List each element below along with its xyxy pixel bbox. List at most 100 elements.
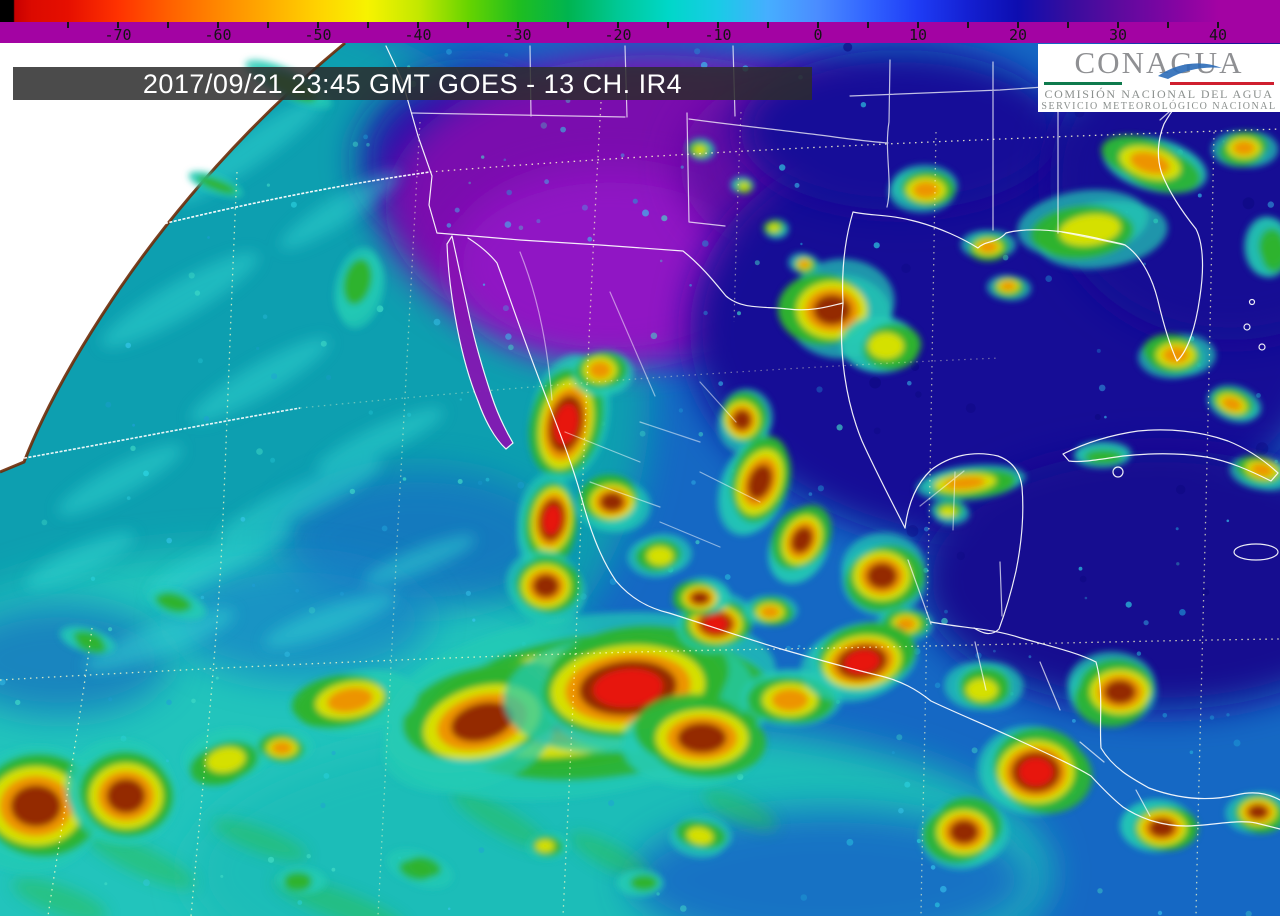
cloud-cluster-sierra-oriental-mid: [717, 436, 791, 536]
cloud-cluster-pacific-south-storm: [920, 797, 1009, 870]
cloud-cluster-itcz-west-arm: [291, 670, 418, 734]
colorbar-tick-label: 40: [1208, 26, 1228, 44]
cloud-cluster-guatemala-complex: [800, 621, 917, 702]
colorbar-tick: [1167, 22, 1169, 28]
cloud-cluster-tabasco-storm: [841, 532, 926, 617]
temperature-colorbar: [0, 0, 1280, 22]
flag-green-segment: [1044, 82, 1123, 85]
cloud-cluster-atlantic-edge-patch: [1244, 216, 1280, 278]
colorbar-tick-label: -10: [704, 26, 732, 44]
cloud-cluster-south-sprinkle-3: [669, 815, 732, 858]
colorbar-tick: [617, 22, 619, 28]
cloud-cluster-sierra-occidental-south: [506, 550, 586, 625]
cloud-cluster-frontal-cell-2: [730, 176, 755, 194]
cloud-cluster-south-sprinkle-4: [615, 870, 664, 897]
colorbar-tick: [717, 22, 719, 28]
cloud-cluster-yucatan-band: [916, 464, 1026, 501]
cloud-cluster-south-sprinkle-5: [276, 866, 328, 895]
gulf-campeche-coast: [840, 302, 906, 529]
colorbar-tick-label: -40: [404, 26, 432, 44]
north-america-coastline: [385, 45, 1204, 362]
cloud-cluster-frontal-cell-4: [788, 252, 820, 275]
colorbar-tick: [267, 22, 269, 28]
graticule-lines: [0, 101, 1280, 916]
colorbar-tick-label: -20: [604, 26, 632, 44]
space-white-corner: [0, 43, 345, 472]
cloud-cluster-durango-cell: [572, 350, 634, 397]
cloud-cluster-louisiana-coast-cell: [960, 230, 1017, 262]
colorbar-tick-label: -60: [204, 26, 232, 44]
colorbar-tick: [467, 22, 469, 28]
bahamas-island-2: [1258, 343, 1266, 351]
colorbar-tick-label: 30: [1108, 26, 1128, 44]
satellite-map: [0, 43, 1280, 916]
cloud-cluster-yucatan-cell-south: [930, 498, 970, 525]
cloud-cluster-sw-cluster-b: [65, 739, 178, 846]
colorbar-tick: [317, 22, 319, 28]
cloud-cluster-central-mexico-cell: [576, 474, 651, 533]
colorbar-tick: [67, 22, 69, 28]
colorbar-tick: [217, 22, 219, 28]
cuba-coastline: [1062, 429, 1279, 482]
image-title: 2017/09/21 23:45 GMT GOES - 13 CH. IR4: [142, 68, 683, 99]
logo-subtitle-1: COMISIÓN NACIONAL DEL AGUA: [1044, 87, 1274, 101]
colorbar-tick: [767, 22, 769, 28]
cloud-cluster-georgia-mass: [1017, 189, 1168, 269]
cloud-cluster-south-sprinkle-2: [527, 832, 570, 860]
logo-swoosh-icon: [1158, 63, 1222, 79]
colorbar-tick-label: -50: [304, 26, 332, 44]
colorbar-tick-label: 20: [1008, 26, 1028, 44]
cloud-cluster-veracruz-cell: [673, 577, 731, 616]
cloud-cluster-south-florida-storm: [1138, 333, 1216, 379]
colorbar-tick: [417, 22, 419, 28]
cloud-cluster-panama-east-cell: [1225, 792, 1280, 834]
colorbar-tick: [667, 22, 669, 28]
baja-california-peninsula: [446, 235, 514, 450]
colorbar-tick: [167, 22, 169, 28]
cloud-cluster-costa-rica-storm: [977, 725, 1093, 816]
cloud-cluster-pacific-streak-3: [188, 171, 243, 198]
title-bar: 2017/09/21 23:45 GMT GOES - 13 CH. IR4: [13, 67, 812, 100]
isla-juventud: [1112, 466, 1124, 478]
central-america-borders: [907, 559, 1151, 817]
cloud-cluster-south-sprinkle-1: [386, 848, 453, 889]
cloud-cluster-honduras-patch: [944, 661, 1024, 711]
central-america-caribbean-coast: [930, 621, 1280, 801]
cloud-cluster-sierra-occidental-mid: [517, 472, 577, 574]
cloud-cluster-delta-cell: [986, 275, 1032, 301]
colorbar-tick: [817, 22, 819, 28]
cloud-cluster-frontal-cell-3: [763, 219, 789, 239]
colorbar-tick: [117, 22, 119, 28]
bahamas-island-1: [1243, 323, 1251, 331]
cloud-cluster-baja-sur-cloud: [149, 588, 207, 620]
cloud-cluster-panama-storm: [1119, 799, 1198, 852]
cloud-cluster-frontal-cell-1: [687, 138, 715, 161]
logo-subtitle-2: SERVICIO METEOROLÓGICO NACIONAL: [1041, 101, 1277, 112]
cloud-cluster-carolinas-band: [1101, 135, 1208, 194]
colorbar-tick-label: -70: [104, 26, 132, 44]
cloud-cluster-cuba-west-patch: [1073, 441, 1132, 468]
colorbar-tick: [967, 22, 969, 28]
cloud-cluster-oaxaca-cell-east: [743, 595, 798, 626]
colorbar-tick: [867, 22, 869, 28]
colorbar-tick-strip: -70 -60 -50 -40 -30 -20 -10 0 10 20 30 40: [0, 22, 1280, 43]
cloud-cluster-sierra-oriental-north: [717, 388, 773, 454]
colorbar-tick: [517, 22, 519, 28]
colorbar-tick: [367, 22, 369, 28]
bahamas-island-3: [1248, 298, 1256, 306]
colorbar-tick-label: 10: [908, 26, 928, 44]
colorbar-tick: [1117, 22, 1119, 28]
yucatan-coastline: [904, 453, 1024, 635]
mexico-state-borders: [519, 251, 965, 548]
cloud-cluster-sw-cluster-a: [0, 745, 109, 873]
colorbar-tick-label: -30: [504, 26, 532, 44]
cloud-cluster-itcz-core-east: [620, 693, 766, 788]
earth-limb-arc: [0, 43, 346, 474]
conagua-wordmark: CONAGUA: [1074, 45, 1244, 80]
cloud-cluster-sw-cell-tiny: [255, 730, 314, 764]
cloud-cluster-jalisco-cell: [627, 533, 692, 578]
cloud-cluster-oaxaca-coast-cell: [676, 592, 754, 654]
colorbar-tick: [1067, 22, 1069, 28]
jamaica-coastline: [1233, 543, 1279, 561]
